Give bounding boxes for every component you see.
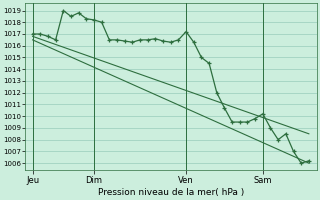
X-axis label: Pression niveau de la mer( hPa ): Pression niveau de la mer( hPa ) [98,188,244,197]
